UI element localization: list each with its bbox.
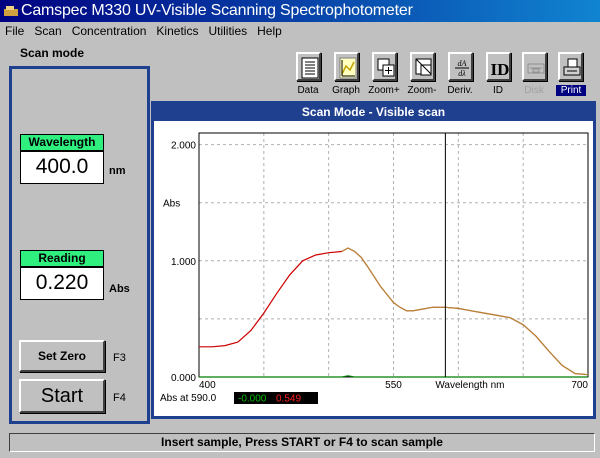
absorbance-trace-overlay	[341, 247, 589, 376]
title-bar: Camspec M330 UV-Visible Scanning Spectro…	[0, 0, 600, 22]
left-panel: Wavelength 400.0 nm Reading 0.220 Abs Se…	[9, 66, 150, 424]
reading-label: Reading	[20, 250, 104, 267]
deriv-button-label: Deriv.	[447, 85, 473, 96]
set-zero-button[interactable]: Set Zero	[19, 340, 105, 372]
id-icon: ID	[491, 60, 510, 79]
data-button-label: Data	[297, 85, 319, 96]
readout-background	[234, 392, 318, 404]
zoom-in-button-label: Zoom+	[368, 85, 400, 96]
zoom-out-button-label: Zoom-	[407, 85, 437, 96]
y-tick-label: 0.000	[171, 373, 196, 384]
reading-value: 0.220	[20, 267, 104, 300]
readout-green-value: -0.000	[238, 394, 267, 405]
readout-red-value: 0.549	[276, 394, 301, 405]
svg-text:dλ: dλ	[458, 69, 466, 78]
readout-prefix: Abs at 590.0	[160, 393, 217, 404]
menu-help[interactable]: Help	[257, 24, 282, 38]
y-axis-label: Abs	[163, 199, 180, 210]
derivative-icon: dA dλ	[455, 59, 469, 78]
y-tick-label: 2.000	[171, 141, 196, 152]
y-tick-label: 1.000	[171, 257, 196, 268]
grid-layer	[198, 133, 589, 378]
zoom-in-button[interactable]	[372, 52, 397, 81]
chart-panel: Scan Mode - Visible scan 0.000 1.000 2.000…	[151, 101, 596, 419]
svg-text:dA: dA	[458, 59, 467, 68]
printer-icon	[563, 58, 581, 76]
menu-kinetics[interactable]: Kinetics	[156, 24, 199, 38]
print-button[interactable]	[558, 52, 583, 81]
camspec-logo-icon	[4, 6, 18, 16]
deriv-button[interactable]: dA dλ	[448, 52, 473, 81]
menu-utilities[interactable]: Utilities	[208, 24, 248, 38]
start-key: F4	[113, 392, 126, 404]
disk-button[interactable]	[522, 52, 547, 81]
id-button-label: ID	[493, 85, 503, 96]
id-button[interactable]: ID	[486, 52, 511, 81]
menu-file[interactable]: File	[5, 24, 25, 38]
spectrum-chart[interactable]: 0.000 1.000 2.000 Abs 400 550 700 Wavelength nm…	[154, 121, 593, 416]
mode-label: Scan mode	[20, 46, 85, 60]
chart-title: Scan Mode - Visible scan	[154, 104, 593, 121]
disk-icon	[527, 63, 545, 74]
start-button[interactable]: Start	[19, 379, 105, 413]
zoom-in-icon	[377, 58, 395, 77]
x-tick-label: 550	[385, 380, 402, 391]
graph-button-label: Graph	[332, 85, 360, 96]
data-list-icon	[301, 57, 319, 79]
graph-icon	[339, 57, 357, 79]
wavelength-unit: nm	[109, 165, 126, 177]
svg-text:ID: ID	[491, 60, 510, 79]
baseline-trace	[199, 375, 588, 378]
status-bar: Insert sample, Press START or F4 to scan…	[9, 433, 595, 452]
window-title: Camspec M330 UV-Visible Scanning Spectro…	[21, 2, 413, 19]
label-layer: 0.000 1.000 2.000 Abs 400 550 700 Wavelength nm…	[160, 141, 588, 405]
x-tick-label: 400	[199, 380, 216, 391]
x-tick-label: 700	[571, 380, 588, 391]
data-button[interactable]	[296, 52, 321, 81]
series-layer	[199, 133, 589, 378]
zoom-out-button[interactable]	[410, 52, 435, 81]
menu-scan[interactable]: Scan	[34, 24, 62, 38]
zoom-out-icon	[415, 58, 432, 76]
graph-button[interactable]	[334, 52, 359, 81]
disk-button-label: Disk	[524, 85, 544, 96]
wavelength-label: Wavelength	[20, 134, 104, 151]
print-button-label: Print	[556, 85, 586, 96]
x-axis-label: Wavelength nm	[435, 380, 504, 391]
wavelength-value: 400.0	[20, 151, 104, 184]
set-zero-key: F3	[113, 352, 126, 364]
menu-concentration[interactable]: Concentration	[71, 24, 147, 38]
reading-unit: Abs	[109, 283, 130, 295]
menu-bar: File Scan Concentration Kinetics Utiliti…	[0, 22, 600, 40]
